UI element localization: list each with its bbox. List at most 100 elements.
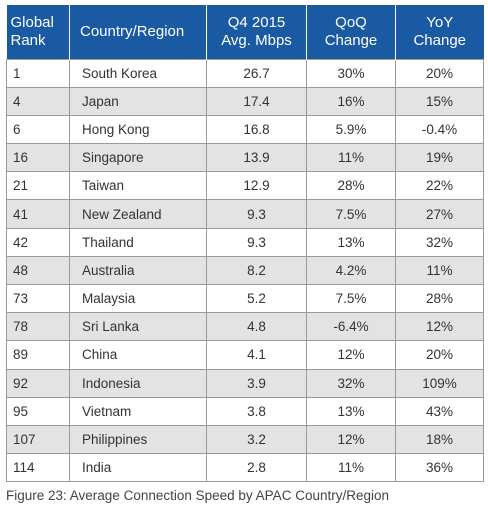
cell-rank: 1: [6, 58, 70, 88]
cell-rank: 107: [6, 424, 70, 455]
table-row: 92 Indonesia 3.9 32% 109%: [6, 368, 484, 398]
cell-speed: 8.2: [206, 255, 307, 286]
cell-rank: 95: [6, 396, 70, 426]
header-yoy: YoY Change: [395, 5, 484, 59]
cell-rank: 21: [6, 171, 70, 201]
figure-caption: Figure 23: Average Connection Speed by A…: [6, 488, 389, 503]
cell-country: South Korea: [69, 58, 207, 88]
table-row: 4 Japan 17.4 16% 15%: [6, 86, 484, 116]
cell-rank: 114: [6, 453, 70, 483]
header-row: Global Rank Country/Region Q4 2015 Avg. …: [6, 5, 484, 59]
header-speed-line1: Q4 2015: [227, 13, 286, 31]
cell-yoy: 36%: [395, 453, 484, 483]
cell-speed: 17.4: [206, 86, 307, 116]
cell-rank: 42: [6, 227, 70, 257]
table-row: 21 Taiwan 12.9 28% 22%: [6, 171, 484, 201]
cell-country: Sri Lanka: [69, 312, 207, 342]
header-qoq-line1: QoQ: [335, 13, 367, 31]
cell-qoq: 4.2%: [306, 255, 396, 286]
cell-yoy: 11%: [395, 255, 484, 286]
cell-yoy: 27%: [395, 199, 484, 229]
cell-yoy: 12%: [395, 312, 484, 342]
cell-rank: 6: [6, 114, 70, 145]
cell-qoq: 5.9%: [306, 114, 396, 145]
cell-yoy: 20%: [395, 340, 484, 370]
cell-yoy: 15%: [395, 86, 484, 116]
cell-yoy: -0.4%: [395, 114, 484, 145]
table-row: 89 China 4.1 12% 20%: [6, 340, 484, 370]
header-speed: Q4 2015 Avg. Mbps: [206, 5, 307, 59]
cell-country: Malaysia: [69, 283, 207, 314]
cell-rank: 4: [6, 86, 70, 116]
cell-speed: 26.7: [206, 58, 307, 88]
header-rank-line2: Rank: [10, 31, 46, 49]
cell-speed: 5.2: [206, 283, 307, 314]
header-qoq-line2: Change: [324, 31, 378, 49]
table-row: 114 India 2.8 11% 36%: [6, 453, 484, 483]
cell-yoy: 18%: [395, 424, 484, 455]
table-container: Global Rank Country/Region Q4 2015 Avg. …: [6, 5, 484, 483]
cell-country: Vietnam: [69, 396, 207, 426]
cell-qoq: 12%: [306, 424, 396, 455]
cell-yoy: 32%: [395, 227, 484, 257]
cell-speed: 9.3: [206, 227, 307, 257]
cell-speed: 16.8: [206, 114, 307, 145]
cell-speed: 4.8: [206, 312, 307, 342]
cell-country: Indonesia: [69, 368, 207, 398]
cell-speed: 13.9: [206, 143, 307, 173]
cell-speed: 3.8: [206, 396, 307, 426]
cell-yoy: 20%: [395, 58, 484, 88]
cell-country: Singapore: [69, 143, 207, 173]
cell-country: Australia: [69, 255, 207, 286]
table-header: Global Rank Country/Region Q4 2015 Avg. …: [6, 5, 484, 59]
header-rank-line1: Global: [10, 13, 54, 31]
header-yoy-line2: Change: [413, 31, 467, 49]
cell-speed: 9.3: [206, 199, 307, 229]
cell-country: China: [69, 340, 207, 370]
cell-rank: 48: [6, 255, 70, 286]
cell-rank: 41: [6, 199, 70, 229]
cell-qoq: 7.5%: [306, 283, 396, 314]
cell-qoq: 11%: [306, 143, 396, 173]
cell-qoq: 28%: [306, 171, 396, 201]
cell-rank: 73: [6, 283, 70, 314]
table-row: 95 Vietnam 3.8 13% 43%: [6, 396, 484, 426]
table-row: 6 Hong Kong 16.8 5.9% -0.4%: [6, 114, 484, 145]
header-rank: Global Rank: [6, 5, 70, 59]
cell-country: Philippines: [69, 424, 207, 455]
table-row: 48 Australia 8.2 4.2% 11%: [6, 255, 484, 286]
cell-yoy: 43%: [395, 396, 484, 426]
cell-qoq: -6.4%: [306, 312, 396, 342]
cell-country: Thailand: [69, 227, 207, 257]
cell-rank: 89: [6, 340, 70, 370]
cell-qoq: 30%: [306, 58, 396, 88]
table-body: 1 South Korea 26.7 30% 20% 4 Japan 17.4 16% 15% 6 H…: [6, 58, 484, 483]
table-row: 16 Singapore 13.9 11% 19%: [6, 143, 484, 173]
cell-rank: 16: [6, 143, 70, 173]
table-row: 41 New Zealand 9.3 7.5% 27%: [6, 199, 484, 229]
cell-yoy: 109%: [395, 368, 484, 398]
cell-speed: 2.8: [206, 453, 307, 483]
connection-speed-table: Global Rank Country/Region Q4 2015 Avg. …: [6, 5, 484, 483]
cell-qoq: 11%: [306, 453, 396, 483]
table-row: 78 Sri Lanka 4.8 -6.4% 12%: [6, 312, 484, 342]
cell-yoy: 28%: [395, 283, 484, 314]
table-row: 42 Thailand 9.3 13% 32%: [6, 227, 484, 257]
cell-qoq: 13%: [306, 396, 396, 426]
cell-qoq: 16%: [306, 86, 396, 116]
cell-qoq: 7.5%: [306, 199, 396, 229]
header-country-label: Country/Region: [80, 22, 185, 40]
cell-country: New Zealand: [69, 199, 207, 229]
cell-qoq: 13%: [306, 227, 396, 257]
table-row: 73 Malaysia 5.2 7.5% 28%: [6, 283, 484, 314]
cell-qoq: 32%: [306, 368, 396, 398]
table-row: 1 South Korea 26.7 30% 20%: [6, 58, 484, 88]
cell-rank: 92: [6, 368, 70, 398]
cell-qoq: 12%: [306, 340, 396, 370]
cell-speed: 3.2: [206, 424, 307, 455]
cell-speed: 3.9: [206, 368, 307, 398]
cell-country: India: [69, 453, 207, 483]
table-row: 107 Philippines 3.2 12% 18%: [6, 424, 484, 455]
cell-speed: 12.9: [206, 171, 307, 201]
cell-country: Hong Kong: [69, 114, 207, 145]
